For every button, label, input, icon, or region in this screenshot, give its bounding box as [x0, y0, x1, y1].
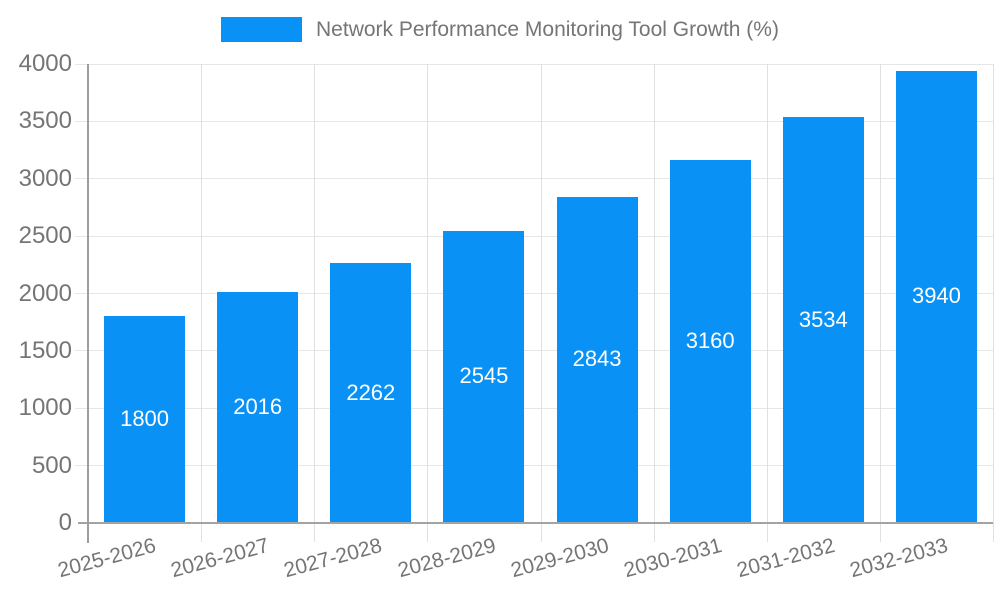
- gridline-vertical: [766, 64, 768, 542]
- bar-value-label: 3160: [685, 328, 735, 354]
- gridline-vertical: [314, 64, 316, 542]
- gridline-horizontal: [75, 235, 993, 237]
- gridline-vertical: [201, 64, 203, 542]
- y-axis-line: [87, 64, 89, 543]
- gridline-horizontal: [75, 350, 993, 352]
- bar: [217, 291, 299, 522]
- y-axis-tick-label: 4000: [18, 50, 72, 77]
- y-axis-tick-label: 0: [58, 509, 72, 536]
- y-axis-tick-label: 500: [31, 451, 72, 479]
- bar-value-label: 2016: [233, 393, 283, 419]
- gridline-horizontal: [75, 293, 993, 294]
- x-axis-tick-label: 2029-2030: [508, 534, 612, 583]
- x-axis-tick-label: 2026-2027: [168, 534, 272, 583]
- bar-value-label: 2843: [572, 346, 622, 372]
- gridline-horizontal: [75, 63, 993, 65]
- gridline-horizontal: [75, 407, 993, 409]
- chart-legend: Network Performance Monitoring Tool Grow…: [0, 17, 1000, 42]
- legend-swatch: [221, 17, 303, 42]
- bar: [330, 263, 412, 522]
- x-axis-tick-label: 2027-2028: [281, 534, 385, 583]
- gridline-vertical: [993, 64, 994, 542]
- gridline-vertical: [427, 64, 429, 542]
- y-axis-tick-label: 2500: [18, 222, 72, 250]
- bar: [104, 316, 186, 522]
- bar-value-label: 3940: [911, 283, 961, 309]
- gridline-vertical: [879, 64, 881, 542]
- gridline-vertical: [540, 64, 542, 542]
- x-axis-tick-label: 2032-2033: [847, 534, 951, 583]
- legend-label: Network Performance Monitoring Tool Grow…: [316, 17, 779, 41]
- bar: [895, 70, 977, 522]
- x-axis-tick-label: 2028-2029: [394, 534, 498, 583]
- gridline-horizontal: [75, 120, 993, 122]
- y-axis-tick-label: 1000: [18, 394, 72, 422]
- y-axis-tick-label: 3500: [18, 107, 72, 135]
- bar: [782, 117, 864, 522]
- bar-value-label: 1800: [120, 406, 170, 432]
- bar: [443, 230, 525, 522]
- x-axis-tick-label: 2031-2032: [734, 534, 838, 583]
- y-axis-tick-label: 1500: [18, 336, 72, 364]
- gridline-vertical: [653, 64, 655, 542]
- x-axis-tick-label: 2030-2031: [621, 534, 725, 583]
- x-axis-tick-label: 2025-2026: [55, 534, 159, 583]
- y-axis-tick-label: 3000: [18, 164, 72, 192]
- bar-value-label: 3534: [798, 306, 848, 332]
- gridline-horizontal: [75, 178, 993, 180]
- x-axis-baseline: [78, 522, 993, 524]
- bar-value-label: 2262: [346, 379, 396, 405]
- bar-value-label: 2545: [459, 363, 509, 389]
- gridline-horizontal: [75, 465, 993, 467]
- bar: [669, 160, 751, 522]
- bar: [556, 196, 638, 522]
- y-axis-tick-label: 2000: [18, 279, 72, 307]
